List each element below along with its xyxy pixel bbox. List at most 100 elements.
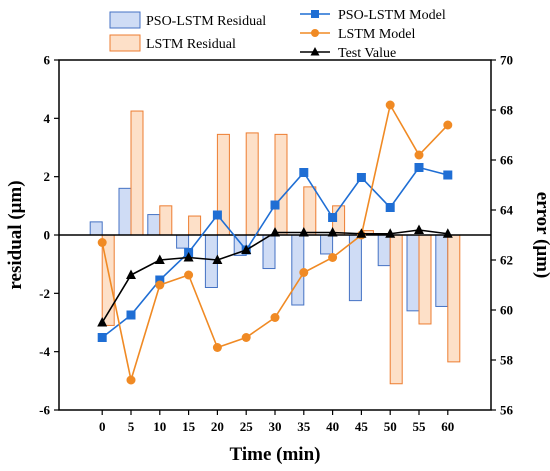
point-lstm-model-10 — [155, 280, 165, 290]
x-tick-label-60: 60 — [441, 419, 454, 434]
x-tick-label-35: 35 — [297, 419, 311, 434]
point-pso-lstm-model-20 — [212, 210, 222, 220]
legend-label-pso-lstm-residual: PSO-LSTM Residual — [146, 14, 266, 29]
point-pso-lstm-model-60 — [443, 170, 453, 180]
legend-marker-lstm-model — [311, 29, 319, 37]
x-axis-title: Time (min) — [230, 444, 321, 465]
legend-label-lstm-residual: LSTM Residual — [146, 37, 236, 52]
legend: PSO-LSTM Residual LSTM Residual PSO-LSTM M… — [109, 8, 446, 61]
x-tick-label-15: 15 — [182, 419, 196, 434]
bar-lstm-residual-30 — [274, 133, 288, 236]
point-test-value-0 — [97, 317, 108, 327]
x-tick-label-55: 55 — [413, 419, 427, 434]
point-lstm-model-50 — [385, 100, 395, 110]
legend-label-pso-lstm-model: PSO-LSTM Model — [338, 8, 446, 23]
point-lstm-model-25 — [241, 333, 251, 342]
y-left-tick-label-0: 0 — [44, 228, 51, 243]
y-right-tick-label-62: 62 — [500, 253, 513, 268]
bar-lstm-residual-25 — [245, 132, 259, 236]
bar-lstm-residual-15 — [188, 215, 202, 236]
point-test-value-5 — [126, 269, 136, 279]
point-lstm-model-30 — [270, 313, 280, 322]
point-test-value-10 — [154, 254, 165, 264]
point-pso-lstm-model-55 — [414, 163, 424, 172]
point-pso-lstm-model-5 — [126, 310, 136, 320]
y-left-tick-label-6: 6 — [44, 53, 51, 68]
y-axis-right-title: error (μm) — [532, 192, 550, 279]
point-lstm-model-15 — [184, 270, 194, 280]
point-lstm-model-40 — [328, 253, 338, 262]
point-lstm-model-60 — [443, 120, 453, 130]
bar-pso-lstm-residual-60 — [435, 234, 449, 307]
bar-pso-lstm-residual-15 — [176, 234, 190, 249]
y-left-tick-label--6: -6 — [39, 403, 50, 418]
point-test-value-50 — [385, 228, 396, 238]
x-tick-label-10: 10 — [153, 419, 166, 434]
point-lstm-model-55 — [414, 150, 424, 160]
bar-lstm-residual-20 — [216, 133, 230, 236]
bar-lstm-residual-55 — [418, 234, 432, 325]
point-pso-lstm-model-50 — [385, 203, 395, 212]
axes-layer: -6 -4 -2 0 2 4 6 56 58 60 62 64 66 68 70 0 5 10 15 20 25 30 35… — [39, 53, 513, 435]
point-pso-lstm-model-0 — [97, 333, 107, 342]
legend-swatch-pso-lstm-residual — [109, 11, 141, 29]
legend-label-lstm-model: LSTM Model — [338, 27, 416, 42]
x-tick-label-0: 0 — [99, 419, 106, 434]
y-axis-left-title: residual (μm) — [5, 180, 26, 289]
x-tick-label-5: 5 — [128, 419, 135, 434]
bar-pso-lstm-residual-5 — [118, 187, 132, 236]
x-tick-label-20: 20 — [211, 419, 224, 434]
point-pso-lstm-model-10 — [155, 275, 165, 285]
bar-pso-lstm-residual-0 — [89, 221, 103, 236]
x-tick-label-40: 40 — [326, 419, 339, 434]
point-test-value-60 — [442, 228, 453, 238]
bar-lstm-residual-35 — [303, 186, 317, 236]
point-test-value-45 — [356, 228, 367, 238]
point-test-value-55 — [414, 224, 424, 234]
point-lstm-model-0 — [97, 238, 107, 247]
y-right-tick-label-66: 66 — [500, 153, 514, 168]
point-test-value-40 — [327, 227, 338, 237]
bar-lstm-residual-5 — [130, 110, 144, 236]
x-tick-label-45: 45 — [355, 419, 369, 434]
point-test-value-25 — [241, 244, 252, 254]
point-pso-lstm-model-30 — [270, 200, 280, 210]
y-left-tick-label--2: -2 — [39, 286, 50, 301]
bars-layer — [89, 110, 461, 385]
y-right-tick-label-64: 64 — [500, 203, 514, 218]
legend-marker-test-value — [310, 47, 320, 56]
legend-marker-pso-lstm-model — [311, 10, 319, 18]
y-left-tick-label-4: 4 — [44, 111, 51, 126]
bar-pso-lstm-residual-50 — [377, 234, 391, 267]
y-right-tick-label-58: 58 — [500, 353, 514, 368]
x-tick-label-30: 30 — [269, 419, 282, 434]
bar-lstm-residual-50 — [389, 234, 403, 385]
bar-pso-lstm-residual-45 — [348, 234, 362, 302]
y-left-tick-label--4: -4 — [39, 344, 50, 359]
bar-lstm-residual-10 — [159, 205, 173, 236]
y-right-tick-label-56: 56 — [500, 403, 514, 418]
legend-label-test-value: Test Value — [338, 46, 396, 61]
point-test-value-35 — [298, 227, 309, 237]
bar-pso-lstm-residual-30 — [262, 234, 276, 270]
point-pso-lstm-model-35 — [299, 168, 309, 177]
point-test-value-20 — [212, 254, 223, 264]
point-lstm-model-35 — [299, 268, 309, 277]
point-pso-lstm-model-45 — [356, 173, 366, 182]
lines-layer — [97, 100, 453, 385]
bar-pso-lstm-residual-10 — [147, 214, 161, 236]
point-lstm-model-20 — [212, 343, 222, 352]
point-test-value-30 — [270, 227, 280, 237]
legend-swatch-lstm-residual — [109, 34, 141, 52]
bar-pso-lstm-residual-40 — [320, 234, 334, 255]
bar-pso-lstm-residual-55 — [406, 234, 420, 312]
bar-lstm-residual-60 — [447, 234, 461, 363]
y-right-tick-label-60: 60 — [500, 303, 513, 318]
point-lstm-model-5 — [126, 375, 136, 385]
point-pso-lstm-model-40 — [328, 213, 338, 222]
y-right-tick-label-68: 68 — [500, 103, 514, 118]
point-test-value-15 — [183, 252, 194, 262]
y-left-tick-label-2: 2 — [44, 169, 51, 184]
x-tick-label-50: 50 — [384, 419, 397, 434]
